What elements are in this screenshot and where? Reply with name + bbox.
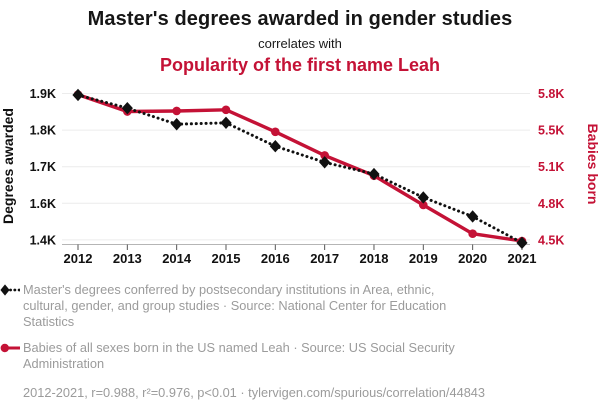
svg-text:1.4K: 1.4K <box>30 233 56 247</box>
svg-text:1.7K: 1.7K <box>30 160 56 174</box>
svg-text:2012: 2012 <box>64 251 93 266</box>
svg-text:2016: 2016 <box>261 251 290 266</box>
svg-text:2015: 2015 <box>212 251 241 266</box>
svg-text:5.8K: 5.8K <box>538 87 564 101</box>
svg-text:2013: 2013 <box>113 251 142 266</box>
svg-text:2017: 2017 <box>310 251 339 266</box>
chart-subtitle: Popularity of the first name Leah <box>159 55 441 75</box>
svg-text:2021: 2021 <box>508 251 537 266</box>
chart-legend: Master's degrees conferred by postsecond… <box>0 282 600 400</box>
svg-text:2014: 2014 <box>162 251 192 266</box>
svg-text:1.9K: 1.9K <box>30 87 56 101</box>
svg-text:1.6K: 1.6K <box>30 197 56 211</box>
svg-text:2018: 2018 <box>360 251 389 266</box>
legend-item-leah: Babies of all sexes born in the US named… <box>0 340 600 372</box>
svg-text:5.5K: 5.5K <box>538 124 564 138</box>
legend-text-leah: Babies of all sexes born in the US named… <box>23 340 455 371</box>
svg-text:4.5K: 4.5K <box>538 233 564 247</box>
svg-text:Degrees awarded: Degrees awarded <box>0 108 16 224</box>
svg-text:2019: 2019 <box>409 251 438 266</box>
black-diamond-dotted-line-icon <box>0 284 20 296</box>
svg-text:5.1K: 5.1K <box>538 160 564 174</box>
chart-title: Master's degrees awarded in gender studi… <box>87 8 513 30</box>
svg-text:2020: 2020 <box>458 251 487 266</box>
chart-header: Master's degrees awarded in gender studi… <box>0 0 600 76</box>
correlates-with-label: correlates with <box>258 36 342 51</box>
legend-item-degrees: Master's degrees conferred by postsecond… <box>0 282 600 330</box>
dual-axis-line-chart: 2012 2013 2014 2015 2016 2017 2018 2019 2020 2021… <box>0 87 600 266</box>
svg-text:4.8K: 4.8K <box>538 197 564 211</box>
red-circle-solid-line-icon <box>0 343 20 353</box>
svg-text:Babies born: Babies born <box>585 124 600 205</box>
stats-citation: 2012-2021, r=0.988, r²=0.976, p<0.01 · t… <box>23 385 486 400</box>
svg-text:1.8K: 1.8K <box>30 124 56 138</box>
legend-text-degrees: Master's degrees conferred by postsecond… <box>23 282 447 329</box>
